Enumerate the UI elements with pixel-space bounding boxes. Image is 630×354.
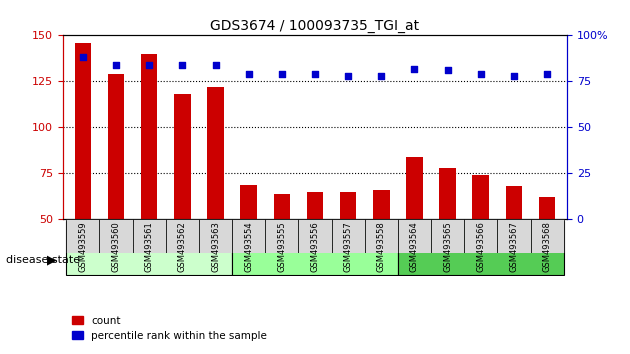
- Text: GSM493566: GSM493566: [476, 221, 485, 272]
- Point: [277, 71, 287, 77]
- Bar: [273, 194, 290, 219]
- Bar: [74, 43, 91, 219]
- Legend: count, percentile rank within the sample: count, percentile rank within the sample: [68, 312, 271, 345]
- Bar: [439, 168, 456, 219]
- Bar: [340, 192, 357, 219]
- Point: [542, 71, 552, 77]
- Text: GSM493555: GSM493555: [277, 221, 287, 272]
- Bar: [373, 190, 389, 219]
- Bar: [108, 74, 124, 219]
- Text: ▶: ▶: [47, 254, 57, 267]
- Text: GSM493558: GSM493558: [377, 221, 386, 272]
- Bar: [207, 87, 224, 219]
- FancyBboxPatch shape: [232, 221, 398, 275]
- FancyBboxPatch shape: [166, 219, 199, 253]
- Point: [78, 55, 88, 60]
- FancyBboxPatch shape: [199, 219, 232, 253]
- FancyBboxPatch shape: [398, 221, 564, 275]
- FancyBboxPatch shape: [530, 219, 564, 253]
- Point: [111, 62, 121, 68]
- Bar: [406, 157, 423, 219]
- FancyBboxPatch shape: [398, 219, 431, 253]
- FancyBboxPatch shape: [431, 219, 464, 253]
- Point: [144, 62, 154, 68]
- Bar: [307, 192, 323, 219]
- Point: [443, 68, 453, 73]
- FancyBboxPatch shape: [464, 219, 497, 253]
- Text: GSM493562: GSM493562: [178, 221, 187, 272]
- Text: GSM493567: GSM493567: [510, 221, 518, 272]
- FancyBboxPatch shape: [365, 219, 398, 253]
- FancyBboxPatch shape: [232, 219, 265, 253]
- Text: GSM493568: GSM493568: [542, 221, 552, 272]
- Point: [476, 71, 486, 77]
- Bar: [174, 94, 191, 219]
- Text: GSM493556: GSM493556: [311, 221, 319, 272]
- Point: [310, 71, 320, 77]
- Title: GDS3674 / 100093735_TGI_at: GDS3674 / 100093735_TGI_at: [210, 19, 420, 33]
- FancyBboxPatch shape: [100, 219, 133, 253]
- FancyBboxPatch shape: [66, 219, 100, 253]
- FancyBboxPatch shape: [299, 219, 331, 253]
- Point: [244, 71, 254, 77]
- Text: GSM493561: GSM493561: [145, 221, 154, 272]
- Text: GSM493564: GSM493564: [410, 221, 419, 272]
- Bar: [539, 198, 556, 219]
- Text: hypotension: hypotension: [115, 243, 183, 253]
- Bar: [241, 184, 257, 219]
- Bar: [472, 175, 489, 219]
- Bar: [506, 186, 522, 219]
- Text: normotension: normotension: [442, 243, 519, 253]
- Text: GSM493559: GSM493559: [78, 221, 88, 272]
- FancyBboxPatch shape: [66, 221, 232, 275]
- FancyBboxPatch shape: [497, 219, 530, 253]
- Text: GSM493557: GSM493557: [343, 221, 353, 272]
- Text: GSM493554: GSM493554: [244, 221, 253, 272]
- Text: GSM493560: GSM493560: [112, 221, 120, 272]
- Text: hypertension: hypertension: [278, 243, 352, 253]
- Text: GSM493565: GSM493565: [443, 221, 452, 272]
- Point: [210, 62, 220, 68]
- Text: GSM493563: GSM493563: [211, 221, 220, 272]
- Bar: [141, 54, 158, 219]
- Point: [343, 73, 353, 79]
- FancyBboxPatch shape: [265, 219, 299, 253]
- Point: [410, 66, 420, 72]
- Point: [177, 62, 187, 68]
- Text: disease state: disease state: [6, 255, 81, 265]
- Point: [509, 73, 519, 79]
- FancyBboxPatch shape: [331, 219, 365, 253]
- Point: [376, 73, 386, 79]
- FancyBboxPatch shape: [133, 219, 166, 253]
